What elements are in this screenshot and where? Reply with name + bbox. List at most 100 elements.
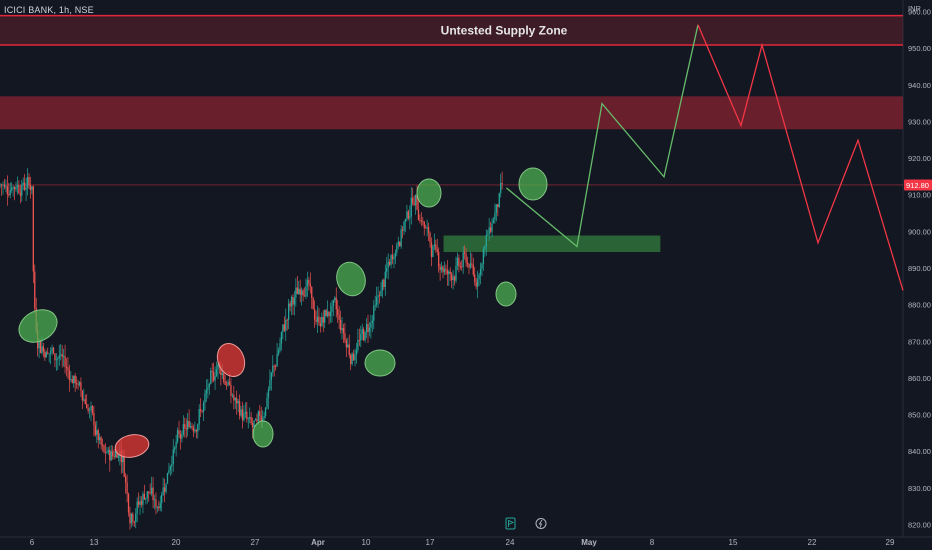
- price-tick-label: 910.00: [908, 191, 931, 200]
- candle-body: [34, 271, 36, 309]
- candle-body: [338, 315, 340, 320]
- candle-body: [96, 430, 98, 435]
- candle-body: [459, 266, 461, 267]
- red-swing-marker[interactable]: [213, 339, 250, 380]
- candle-body: [101, 444, 104, 446]
- price-tick-label: 960.00: [908, 8, 931, 17]
- candle-body: [465, 253, 467, 263]
- demand-zone[interactable]: [443, 235, 661, 253]
- candle-body: [137, 501, 140, 505]
- candle-body: [80, 382, 82, 391]
- candle-body: [21, 184, 23, 196]
- candle-body: [99, 437, 101, 441]
- lightning-icon[interactable]: [535, 518, 547, 529]
- candle-body: [501, 183, 503, 184]
- candle-body: [471, 263, 473, 265]
- green-swing-marker[interactable]: [495, 281, 517, 307]
- candle-body: [123, 456, 125, 477]
- candle-body: [436, 249, 438, 252]
- candle-body: [427, 226, 430, 233]
- supply-zone[interactable]: [0, 15, 903, 45]
- candle-body: [279, 343, 281, 351]
- candle-body: [396, 244, 398, 253]
- candle-body: [227, 381, 229, 386]
- candle-body: [283, 324, 285, 331]
- candle-body: [394, 252, 397, 258]
- candle-body: [182, 424, 184, 435]
- candle-body: [155, 499, 157, 508]
- candle-body: [303, 295, 306, 297]
- candle-body: [48, 353, 50, 355]
- candle-body: [458, 257, 460, 267]
- supply-zone[interactable]: [0, 96, 903, 130]
- candle-body: [280, 332, 283, 344]
- green-swing-marker[interactable]: [252, 420, 274, 448]
- candle-body: [32, 186, 34, 272]
- candle-body: [435, 244, 437, 250]
- candle-body: [77, 383, 79, 385]
- candle-body: [334, 297, 336, 300]
- candle-body: [231, 395, 234, 397]
- candle-body: [107, 450, 109, 453]
- candle-body: [275, 366, 277, 368]
- candle-body: [39, 341, 42, 354]
- price-tick-label: 850.00: [908, 411, 931, 420]
- candle-body: [469, 263, 472, 268]
- candle-body: [70, 379, 72, 381]
- candle-body: [404, 219, 407, 222]
- candle-body: [224, 381, 226, 386]
- candle-body: [498, 193, 500, 208]
- candle-body: [342, 328, 345, 334]
- candle-body: [364, 332, 366, 341]
- candle-body: [273, 365, 275, 367]
- candle-body: [207, 387, 209, 390]
- candle-body: [120, 450, 122, 463]
- candle-body: [18, 185, 20, 193]
- candle-body: [116, 451, 118, 458]
- green-swing-marker[interactable]: [13, 303, 62, 348]
- candle-body: [73, 375, 75, 384]
- candle-body: [358, 340, 360, 341]
- candle-body: [263, 415, 265, 418]
- time-tick-label: 27: [251, 538, 260, 547]
- red-swing-marker[interactable]: [113, 432, 151, 461]
- time-tick-label: 20: [172, 538, 181, 547]
- green-swing-marker[interactable]: [332, 259, 369, 300]
- candle-body: [423, 221, 425, 228]
- candle-body: [309, 283, 311, 287]
- candle-body: [139, 501, 141, 505]
- green-swing-marker[interactable]: [518, 167, 548, 201]
- candle-body: [238, 401, 241, 416]
- candle-body: [387, 262, 389, 268]
- candle-body: [482, 248, 485, 264]
- candle-body: [214, 375, 216, 381]
- candle-body: [264, 407, 267, 416]
- candle-body: [391, 255, 394, 260]
- last-price-value: 912.80: [906, 181, 929, 190]
- green-swing-marker[interactable]: [364, 349, 396, 377]
- candle-body: [412, 197, 414, 204]
- candle-body: [337, 309, 339, 316]
- candle-body: [87, 408, 89, 411]
- candle-body: [217, 364, 219, 370]
- candle-body: [244, 411, 247, 414]
- candle-body: [439, 266, 441, 271]
- flag-icon[interactable]: [505, 517, 516, 530]
- candle-body: [202, 402, 205, 412]
- candle-body: [129, 512, 131, 524]
- candle-body: [419, 220, 421, 222]
- green-swing-marker[interactable]: [416, 178, 442, 208]
- candle-body: [381, 279, 384, 291]
- currency-label: INR: [908, 4, 922, 13]
- candle-body: [292, 297, 294, 305]
- candle-body: [175, 441, 177, 448]
- bearish-projection-line[interactable]: [697, 24, 904, 291]
- time-tick-label: 13: [90, 538, 99, 547]
- candle-body: [481, 263, 483, 269]
- candle-body: [12, 186, 14, 188]
- candle-body: [19, 192, 21, 196]
- candle-body: [179, 433, 182, 439]
- candle-body: [350, 355, 352, 364]
- bullish-projection-line[interactable]: [505, 24, 699, 248]
